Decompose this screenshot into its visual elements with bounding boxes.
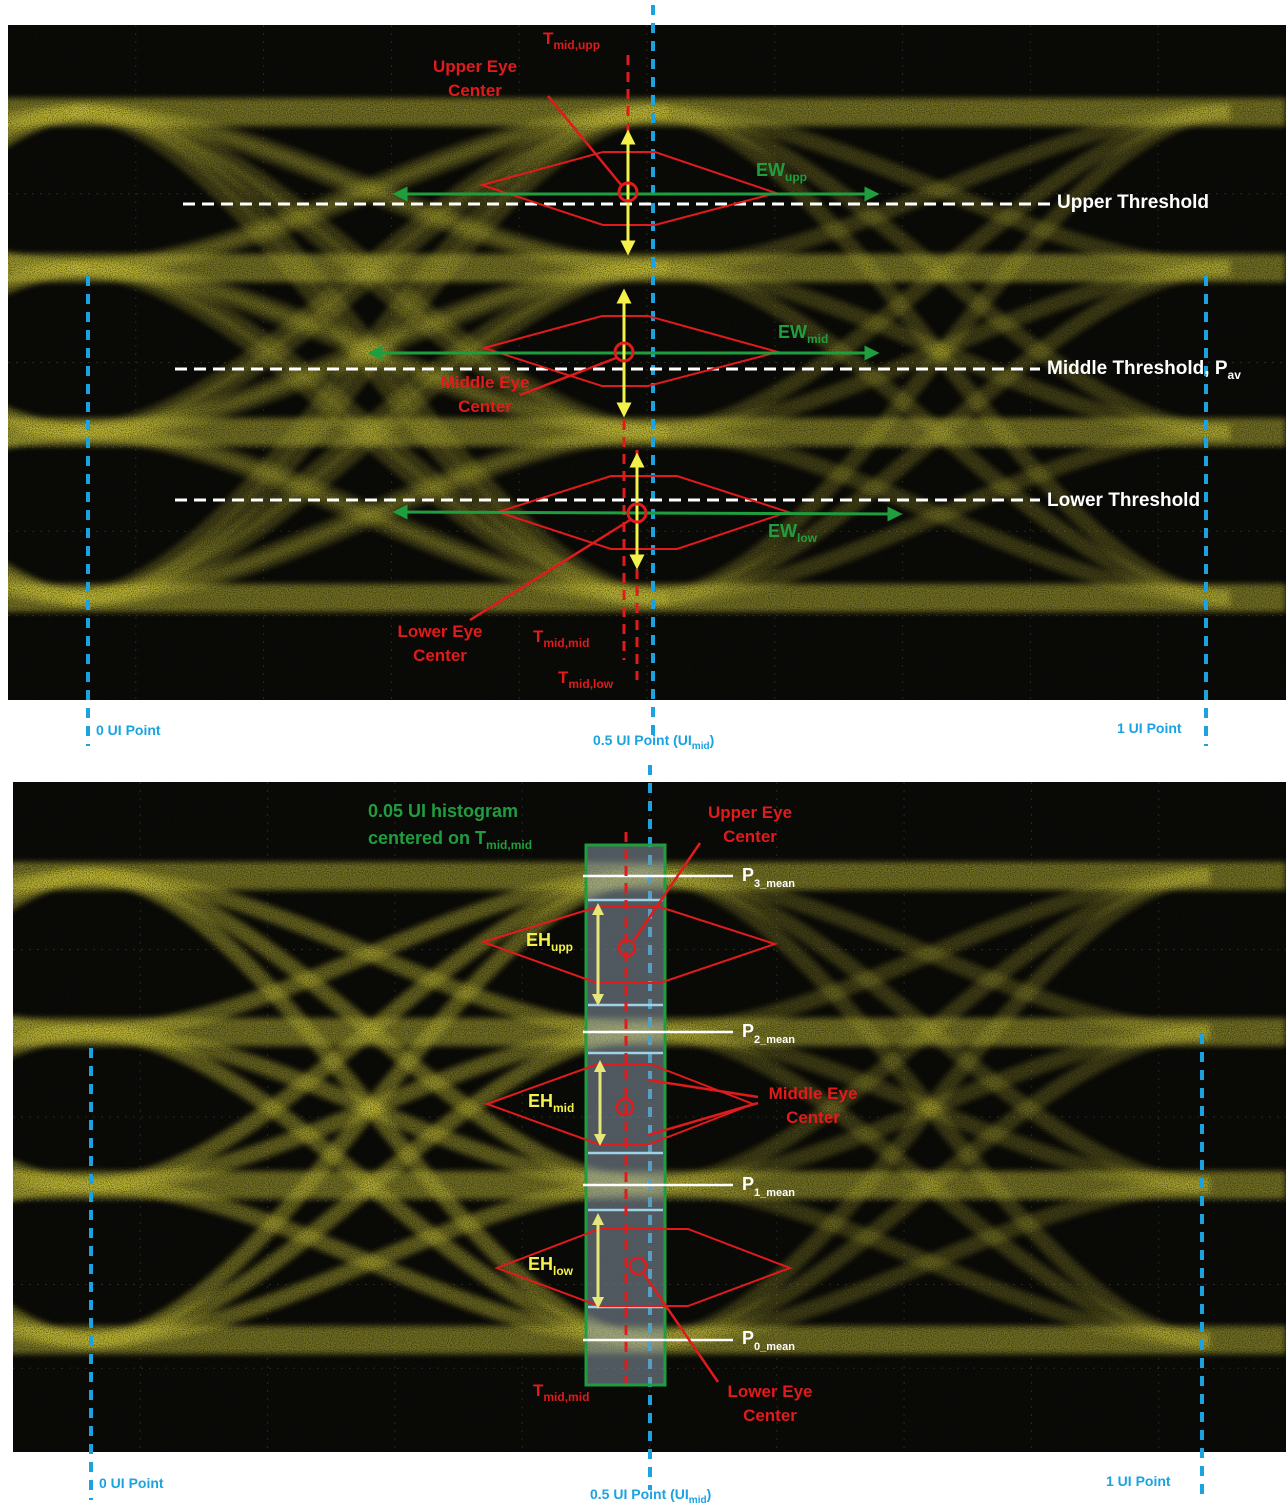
top-ui0-label: 0 UI Point xyxy=(96,722,161,738)
bottom-panel: 0.05 UI histogram centered on Tmid,mid Up… xyxy=(13,765,1286,1506)
upper-threshold-label: Upper Threshold xyxy=(1057,192,1209,213)
p1-mean-label: P1_mean xyxy=(742,1174,795,1199)
bottom-upper-eye-center-marker xyxy=(617,938,637,958)
top-panel: Tmid,upp Upper Eye Center EWupp Upper Thr… xyxy=(8,5,1286,752)
bottom-middle-eye-leader-b xyxy=(647,1101,759,1137)
bottom-lower-eye-center-marker xyxy=(628,1256,648,1276)
lower-eye-leader xyxy=(469,518,631,622)
bottom-lower-eye-leader xyxy=(642,1273,720,1383)
middle-eye-center-marker xyxy=(613,341,635,363)
p3-mean-label: P3_mean xyxy=(742,865,795,890)
middle-eye-leader xyxy=(519,356,617,397)
ew-mid-label: EWmid xyxy=(778,322,828,346)
eh-low-label: EHlow xyxy=(528,1254,574,1278)
top-ui1-label: 1 UI Point xyxy=(1117,720,1182,736)
t-mid-upp-label: Tmid,upp xyxy=(543,29,600,52)
histogram-label: 0.05 UI histogram centered on Tmid,mid xyxy=(368,801,532,852)
bottom-ui1-label: 1 UI Point xyxy=(1106,1473,1171,1489)
eh-upp-label: EHupp xyxy=(526,930,573,954)
middle-eye-center-label: Middle Eye Center xyxy=(441,373,530,416)
eh-mid-label: EHmid xyxy=(528,1091,574,1115)
t-mid-mid-label: Tmid,mid xyxy=(533,627,589,650)
lower-eye-center-label: Lower Eye Center xyxy=(397,622,482,665)
bottom-middle-eye-center-marker xyxy=(615,1097,635,1117)
lower-eye-center-marker xyxy=(626,502,648,524)
bottom-middle-eye-center-label: Middle Eye Center xyxy=(769,1084,858,1127)
bottom-ui0-label: 0 UI Point xyxy=(99,1475,164,1491)
top-ui05-label: 0.5 UI Point (UImid) xyxy=(593,732,714,752)
lower-threshold-label: Lower Threshold xyxy=(1047,490,1200,511)
ew-upp-label: EWupp xyxy=(756,160,807,184)
p0-mean-label: P0_mean xyxy=(742,1328,795,1353)
t-mid-low-label: Tmid,low xyxy=(558,668,614,691)
upper-eye-leader xyxy=(547,95,623,187)
bottom-upper-eye-leader xyxy=(632,842,702,941)
upper-eye-center-marker xyxy=(617,181,639,203)
upper-eye-center-label: Upper Eye Center xyxy=(433,57,517,100)
ew-low-label: EWlow xyxy=(768,521,818,545)
bottom-ui05-label: 0.5 UI Point (UImid) xyxy=(590,1486,711,1506)
bottom-upper-eye-center-label: Upper Eye Center xyxy=(708,803,792,846)
middle-threshold-label: Middle Threshold, Pav xyxy=(1047,358,1241,382)
bottom-t-mid-mid-label: Tmid,mid xyxy=(533,1381,589,1404)
bottom-lower-eye-center-label: Lower Eye Center xyxy=(727,1382,812,1425)
bottom-middle-eye-leader-a xyxy=(647,1078,759,1099)
p2-mean-label: P2_mean xyxy=(742,1021,795,1046)
top-noise-overlay xyxy=(8,25,1286,700)
